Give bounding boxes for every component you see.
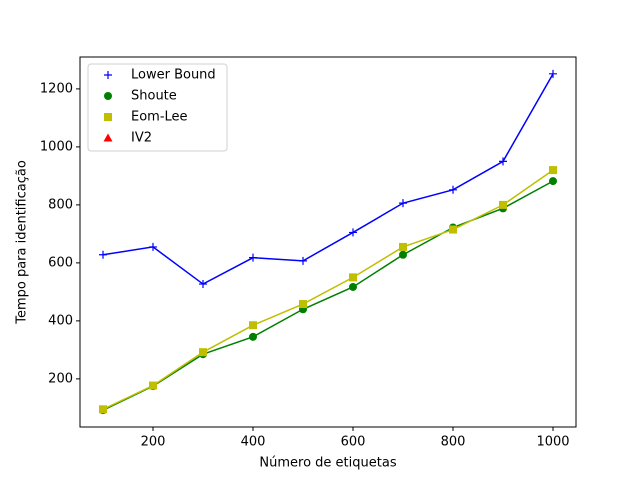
x-axis-label: Número de etiquetas: [259, 456, 396, 471]
x-tick-label: 200: [141, 435, 166, 450]
legend: Lower Bound Shoute Eom-Lee IV2: [87, 63, 228, 152]
marker: [99, 405, 107, 414]
marker: [399, 199, 407, 208]
x-tick-label: 400: [241, 435, 266, 450]
x-tick-label: 1000: [536, 435, 569, 450]
legend-box: [87, 63, 228, 152]
marker: [549, 166, 557, 175]
marker: [149, 381, 157, 390]
marker: [349, 273, 357, 282]
marker: [349, 228, 357, 237]
plot-frame: [79, 56, 577, 428]
marker: [104, 71, 112, 79]
marker: [349, 282, 357, 291]
y-tick-label: 400: [48, 313, 73, 328]
marker: [499, 200, 507, 209]
legend-label: Eom-Lee: [131, 110, 188, 125]
marker: [399, 242, 407, 251]
marker: [199, 280, 207, 289]
y-tick-label: 200: [48, 371, 73, 386]
x-tick-label: 800: [441, 435, 466, 450]
marker: [104, 113, 112, 121]
marker: [499, 157, 507, 166]
marker: [99, 250, 107, 259]
marker: [104, 92, 112, 100]
x-tick-label: 600: [341, 435, 366, 450]
marker: [399, 250, 407, 259]
marker: [549, 69, 557, 78]
marker: [249, 332, 257, 341]
y-tick-label: 1000: [40, 139, 73, 154]
marker: [149, 242, 157, 251]
marker: [103, 133, 113, 142]
marker: [299, 256, 307, 265]
y-tick-label: 600: [48, 255, 73, 270]
series-line: [102, 169, 554, 410]
y-tick-label: 800: [48, 197, 73, 212]
marker: [249, 253, 257, 262]
series-line: [102, 73, 554, 285]
marker: [249, 321, 257, 330]
y-axis-label: Tempo para identificação: [15, 160, 30, 325]
legend-label: IV2: [131, 131, 152, 146]
marker: [449, 225, 457, 234]
marker: [299, 300, 307, 309]
marker: [549, 177, 557, 186]
marker: [199, 348, 207, 357]
marker: [449, 185, 457, 194]
y-tick-label: 1200: [40, 81, 73, 96]
legend-label: Shoute: [131, 89, 177, 104]
legend-label: Lower Bound: [131, 68, 216, 83]
